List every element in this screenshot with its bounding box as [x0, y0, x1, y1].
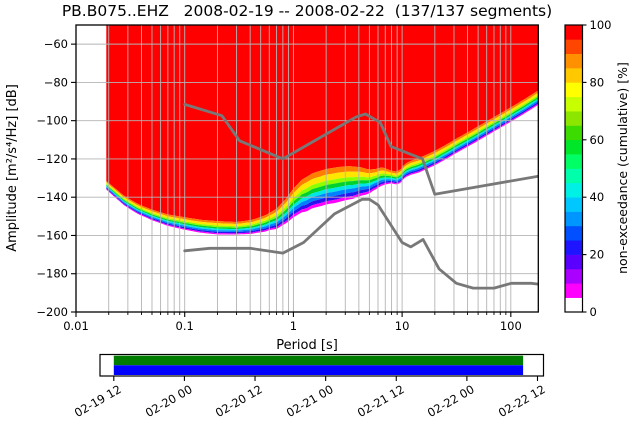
x-tick-label: 1 [290, 319, 297, 333]
colorbar-step [565, 283, 583, 298]
nlnm-curve [183, 197, 539, 290]
colorbar-step [565, 240, 583, 255]
y-tick-label: −100 [36, 114, 68, 128]
x-tick-label: 0.1 [176, 319, 194, 333]
colorbar-tick-label: 40 [590, 190, 605, 204]
y-tick-label: −80 [44, 75, 68, 89]
colorbar-step [565, 68, 583, 83]
y-tick-label: −160 [36, 228, 68, 242]
colorbar-tick-label: 60 [590, 133, 605, 147]
colorbar-step [565, 268, 583, 284]
y-tick-label: −120 [36, 152, 68, 166]
colorbar: 0 20 40 60 80 100 [564, 18, 612, 319]
colorbar-step [565, 197, 583, 212]
x-tick-label: 100 [500, 319, 522, 333]
colorbar-step [565, 53, 583, 69]
colorbar-step [565, 254, 583, 270]
colorbar-step [565, 25, 583, 40]
x-axis-label: Period [s] [276, 338, 338, 353]
colorbar-step [565, 139, 583, 155]
y-tick-label: −180 [36, 267, 68, 281]
x-tick-label: 0.01 [63, 319, 89, 333]
y-tick-label: −200 [36, 305, 68, 319]
colorbar-step [565, 225, 583, 241]
x-tick-label: 10 [395, 319, 410, 333]
colorbar-tick-label: 20 [590, 248, 605, 262]
colorbar-step [565, 297, 583, 313]
colorbar-label: non-exceedance (cumulative) [%] [615, 62, 630, 274]
y-tick-label: −140 [36, 190, 68, 204]
plot-title: PB.B075..EHZ 2008-02-19 -- 2008-02-22 (1… [61, 2, 553, 20]
timeline-bar [99, 353, 545, 381]
nhnm-curve [183, 103, 539, 196]
timeline-coverage-top [113, 355, 524, 366]
y-axis-label: Amplitude [m²/s⁴/Hz] [dB] [5, 84, 20, 252]
colorbar-step [565, 125, 583, 141]
ppsd-red-region [106, 25, 539, 222]
colorbar-step [565, 96, 583, 112]
histogram-layer [106, 25, 539, 235]
timeline-coverage-bottom [113, 365, 524, 375]
colorbar-tick-label: 100 [590, 18, 612, 32]
colorbar-step [565, 82, 583, 98]
y-tick-label: −60 [44, 37, 68, 51]
colorbar-tick-label: 80 [590, 75, 605, 89]
colorbar-step [565, 211, 583, 227]
colorbar-step [565, 168, 583, 184]
grid-layer [76, 25, 539, 312]
colorbar-tick-label: 0 [590, 305, 597, 319]
colorbar-step [565, 154, 583, 169]
colorbar-step [565, 182, 583, 198]
colorbar-step [565, 111, 583, 126]
colorbar-step [565, 39, 583, 54]
axes-layer: 0.01 0.1 1 10 100 −60 −80 −100 −120 −140 −160 −180 −… [36, 24, 539, 333]
noise-models-layer [183, 103, 539, 290]
